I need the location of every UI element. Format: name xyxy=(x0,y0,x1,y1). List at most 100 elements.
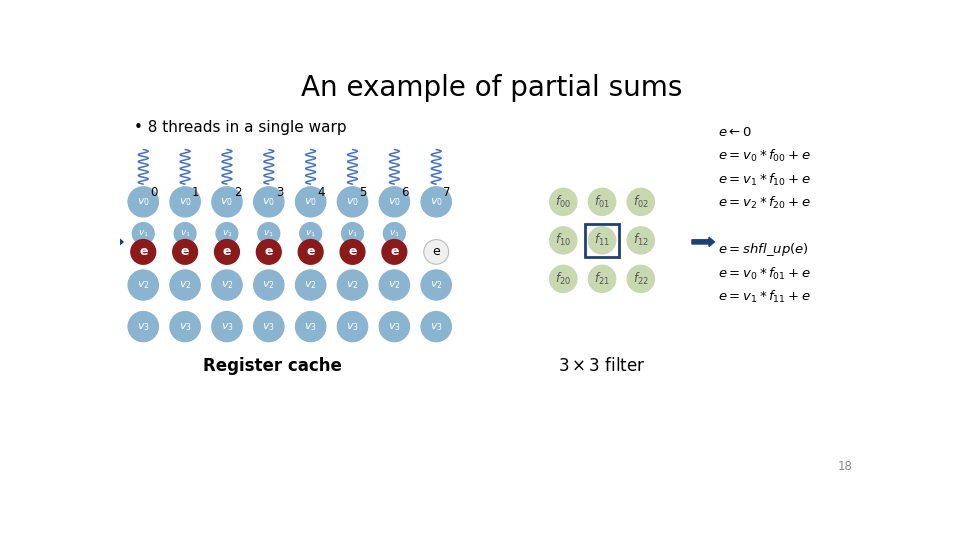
Text: $v_2$: $v_2$ xyxy=(347,279,359,291)
Text: $v_2$: $v_2$ xyxy=(304,279,317,291)
Text: e: e xyxy=(180,245,189,259)
Text: $v_2$: $v_2$ xyxy=(430,279,443,291)
Circle shape xyxy=(423,240,448,264)
Text: $v_0$: $v_0$ xyxy=(430,196,443,208)
Text: Register cache: Register cache xyxy=(204,357,342,375)
Text: 2: 2 xyxy=(234,186,241,199)
Circle shape xyxy=(212,270,242,300)
Text: $v_0$: $v_0$ xyxy=(179,196,192,208)
Bar xyxy=(586,224,618,257)
Text: • 8 threads in a single warp: • 8 threads in a single warp xyxy=(134,120,347,135)
Circle shape xyxy=(173,240,198,264)
Circle shape xyxy=(128,270,158,300)
Text: $f_{00}$: $f_{00}$ xyxy=(555,194,571,210)
Circle shape xyxy=(299,240,324,264)
Text: 7: 7 xyxy=(444,186,450,199)
Circle shape xyxy=(627,265,655,293)
Circle shape xyxy=(588,265,616,293)
Text: $v_0$: $v_0$ xyxy=(136,196,150,208)
Circle shape xyxy=(379,270,410,300)
Circle shape xyxy=(212,187,242,217)
FancyArrow shape xyxy=(692,237,714,247)
Text: An example of partial sums: An example of partial sums xyxy=(301,74,683,102)
Text: $f_{20}$: $f_{20}$ xyxy=(555,271,571,287)
Circle shape xyxy=(588,187,616,216)
Text: $f_{11}$: $f_{11}$ xyxy=(594,232,610,248)
Text: $v_3$: $v_3$ xyxy=(137,321,150,333)
Circle shape xyxy=(421,312,451,342)
Text: e: e xyxy=(348,245,357,259)
Circle shape xyxy=(588,226,616,254)
Circle shape xyxy=(337,270,368,300)
Text: $e = shfl\_up(e)$: $e = shfl\_up(e)$ xyxy=(718,241,809,259)
Text: $v_1$: $v_1$ xyxy=(138,228,149,239)
Text: $f_{02}$: $f_{02}$ xyxy=(633,194,649,210)
Text: 0: 0 xyxy=(150,186,157,199)
Circle shape xyxy=(132,222,155,244)
Text: $e = v_1 * f_{10} + e$: $e = v_1 * f_{10} + e$ xyxy=(718,172,811,187)
Text: 18: 18 xyxy=(837,460,852,473)
Circle shape xyxy=(627,226,655,254)
Circle shape xyxy=(296,312,325,342)
Text: $v_2$: $v_2$ xyxy=(137,279,150,291)
Text: $v_3$: $v_3$ xyxy=(262,321,276,333)
Circle shape xyxy=(421,187,451,217)
Circle shape xyxy=(131,240,156,264)
Circle shape xyxy=(549,265,578,293)
Circle shape xyxy=(379,187,410,217)
Text: e: e xyxy=(306,245,315,259)
Text: $v_3$: $v_3$ xyxy=(179,321,191,333)
Text: $f_{10}$: $f_{10}$ xyxy=(555,232,571,248)
Text: 5: 5 xyxy=(359,186,367,199)
Circle shape xyxy=(421,270,451,300)
Text: e: e xyxy=(265,245,273,259)
Circle shape xyxy=(128,187,158,217)
Text: $f_{22}$: $f_{22}$ xyxy=(633,271,649,287)
Text: e: e xyxy=(432,245,440,259)
Text: $v_1$: $v_1$ xyxy=(348,228,358,239)
Text: $v_3$: $v_3$ xyxy=(388,321,400,333)
Circle shape xyxy=(170,270,201,300)
Text: $v_3$: $v_3$ xyxy=(221,321,233,333)
Text: $e = v_1 * f_{11} + e$: $e = v_1 * f_{11} + e$ xyxy=(718,289,811,305)
Circle shape xyxy=(300,222,322,244)
Circle shape xyxy=(337,187,368,217)
Text: $f_{12}$: $f_{12}$ xyxy=(633,232,649,248)
Circle shape xyxy=(253,312,284,342)
Text: $e = v_0 * f_{01} + e$: $e = v_0 * f_{01} + e$ xyxy=(718,266,811,281)
Circle shape xyxy=(342,222,364,244)
Circle shape xyxy=(340,240,365,264)
Circle shape xyxy=(128,312,158,342)
Circle shape xyxy=(212,312,242,342)
Circle shape xyxy=(549,187,578,216)
Circle shape xyxy=(296,270,325,300)
Text: $v_0$: $v_0$ xyxy=(262,196,276,208)
Text: $v_1$: $v_1$ xyxy=(389,228,399,239)
Text: $f_{21}$: $f_{21}$ xyxy=(594,271,610,287)
Text: $v_0$: $v_0$ xyxy=(221,196,233,208)
Text: $v_0$: $v_0$ xyxy=(388,196,401,208)
Circle shape xyxy=(382,240,407,264)
Text: $e \leftarrow 0$: $e \leftarrow 0$ xyxy=(718,126,753,139)
Text: $v_0$: $v_0$ xyxy=(346,196,359,208)
Circle shape xyxy=(627,187,655,216)
Text: $v_2$: $v_2$ xyxy=(179,279,191,291)
Text: $v_3$: $v_3$ xyxy=(430,321,443,333)
Text: 1: 1 xyxy=(192,186,200,199)
Text: $v_0$: $v_0$ xyxy=(304,196,317,208)
Circle shape xyxy=(170,187,201,217)
Circle shape xyxy=(253,187,284,217)
Circle shape xyxy=(383,222,405,244)
Text: $f_{01}$: $f_{01}$ xyxy=(594,194,610,210)
Text: $e = v_0 * f_{00} + e$: $e = v_0 * f_{00} + e$ xyxy=(718,148,811,164)
Circle shape xyxy=(253,270,284,300)
FancyArrow shape xyxy=(101,237,123,247)
Circle shape xyxy=(549,226,578,254)
Circle shape xyxy=(337,312,368,342)
Text: $v_2$: $v_2$ xyxy=(221,279,233,291)
Text: 6: 6 xyxy=(401,186,409,199)
Text: $v_1$: $v_1$ xyxy=(222,228,232,239)
Text: 3: 3 xyxy=(276,186,283,199)
Text: e: e xyxy=(223,245,231,259)
Text: $v_3$: $v_3$ xyxy=(347,321,359,333)
